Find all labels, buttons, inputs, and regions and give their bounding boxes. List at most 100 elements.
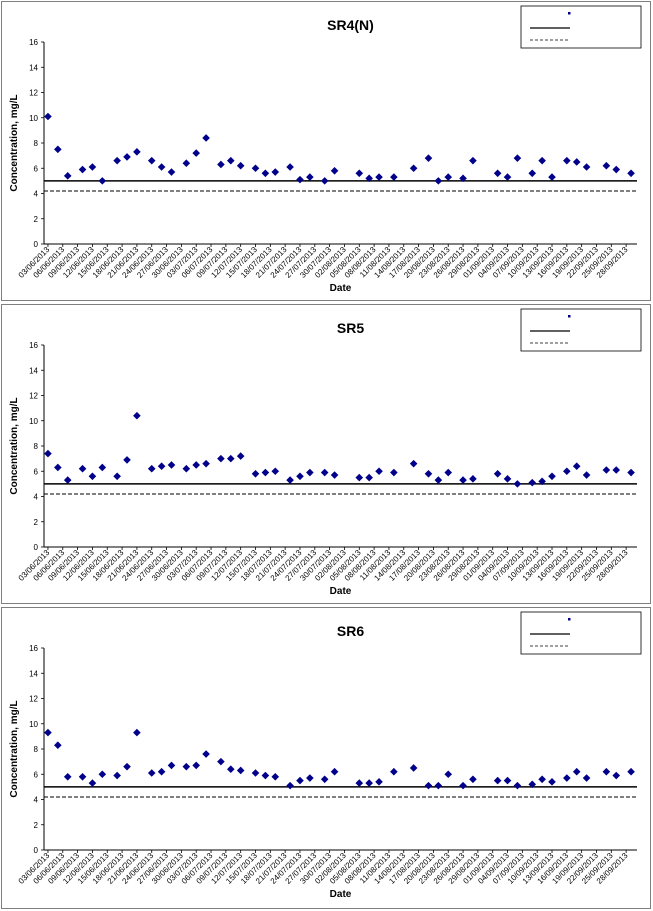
chart-sr4n: SR4(N)024681012141603/06/201306/06/20130… (9, 5, 642, 294)
y-tick-label: 6 (34, 164, 39, 173)
data-point (98, 770, 107, 779)
data-point (202, 134, 210, 142)
data-point (182, 464, 191, 473)
legend-marker (568, 12, 571, 15)
legend (520, 5, 642, 49)
data-point (320, 177, 329, 185)
data-point (251, 769, 260, 777)
data-point (469, 475, 477, 483)
data-point (217, 757, 225, 766)
data-point (320, 775, 329, 784)
data-point (202, 459, 210, 468)
data-point (167, 461, 176, 469)
data-point (538, 156, 546, 165)
data-point (78, 165, 87, 174)
data-point (459, 174, 467, 183)
data-point (572, 767, 581, 776)
y-tick-label: 2 (34, 821, 39, 830)
data-point (627, 468, 635, 477)
data-point (548, 173, 556, 181)
data-point (167, 761, 176, 770)
y-tick-label: 4 (34, 190, 39, 199)
data-point (63, 772, 72, 781)
y-tick-label: 2 (34, 215, 39, 224)
chart-title: SR4(N) (327, 17, 374, 33)
y-tick-label: 10 (29, 417, 38, 426)
legend-box (520, 308, 642, 352)
data-point (513, 781, 522, 790)
legend (520, 611, 642, 655)
data-point (375, 778, 383, 786)
y-tick-label: 14 (29, 366, 38, 375)
data-point (182, 159, 191, 167)
data-point (226, 156, 235, 165)
data-point (123, 456, 131, 464)
data-point (192, 149, 201, 157)
data-point (434, 177, 443, 185)
data-point (98, 463, 107, 472)
data-point (286, 163, 294, 171)
data-point (44, 728, 52, 737)
data-point (390, 173, 398, 181)
data-point (434, 476, 443, 484)
y-tick-label: 10 (29, 720, 38, 729)
data-point (355, 779, 364, 787)
data-point (493, 169, 502, 178)
data-point (365, 174, 373, 183)
data-point (88, 472, 97, 481)
data-point (217, 160, 225, 169)
data-point (236, 766, 245, 775)
data-point (147, 769, 156, 777)
data-point (133, 411, 141, 420)
data-point (44, 449, 52, 458)
x-axis-label: Date (330, 283, 352, 294)
data-point (157, 462, 166, 470)
data-point (261, 468, 270, 477)
data-point (98, 177, 107, 185)
data-point (503, 475, 512, 483)
chart-panel-sr4n: SR4(N) 0 2 4 6 8 10 12 14 16 03/06/2013 06/06/2013 0… (1, 1, 651, 301)
y-tick-label: 16 (29, 38, 38, 47)
data-point (528, 780, 537, 789)
data-point (459, 781, 467, 790)
y-tick-label: 12 (29, 392, 38, 401)
data-point (78, 772, 87, 781)
data-point (261, 169, 270, 178)
data-point (572, 462, 581, 470)
data-point (493, 469, 502, 478)
data-point (54, 463, 62, 472)
data-point (563, 156, 571, 165)
data-point (469, 156, 477, 165)
data-point (217, 454, 225, 463)
data-point (271, 467, 280, 476)
data-point (563, 774, 571, 782)
y-tick-label: 14 (29, 669, 38, 678)
y-tick-label: 2 (34, 518, 39, 527)
data-point (582, 774, 591, 782)
y-tick-label: 6 (34, 770, 39, 779)
y-tick-label: 6 (34, 467, 39, 476)
data-point (133, 148, 141, 156)
data-point (612, 165, 621, 174)
data-point (54, 741, 62, 750)
data-point (572, 158, 581, 166)
data-point (528, 478, 537, 487)
legend-box (520, 611, 642, 655)
data-point (582, 163, 591, 171)
data-point (444, 173, 453, 181)
chart-panel-sr6: SR6 0 2 4 6 8 10 12 14 16 03/06/2013 06/06/2013 09/0… (1, 607, 651, 909)
data-point (236, 452, 245, 460)
data-point (409, 164, 418, 173)
data-point (271, 168, 280, 176)
y-tick-label: 8 (34, 139, 39, 148)
data-point (390, 767, 398, 776)
data-point (296, 175, 304, 184)
data-point (503, 776, 512, 785)
y-tick-label: 0 (34, 543, 39, 552)
data-point (147, 156, 156, 165)
legend-box (520, 5, 642, 49)
data-point (296, 472, 304, 481)
data-point (182, 762, 191, 771)
data-point (157, 163, 166, 171)
y-axis-label: Concentration, mg/L (9, 700, 20, 797)
